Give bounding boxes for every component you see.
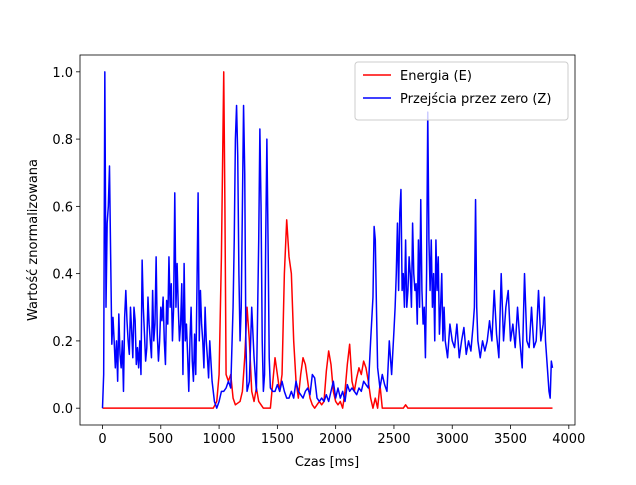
x-tick-label: 0 xyxy=(98,432,106,447)
y-tick-label: 0.6 xyxy=(52,200,73,215)
legend-box xyxy=(354,61,569,121)
x-tick-label: 3000 xyxy=(436,432,469,447)
y-tick-label: 0.0 xyxy=(52,402,73,417)
y-tick-label: 1.0 xyxy=(52,66,73,81)
line-series xyxy=(102,71,553,409)
legend-label: Energia (E) xyxy=(400,69,472,84)
x-tick-label: 1000 xyxy=(203,432,236,447)
y-tick-label: 0.4 xyxy=(52,268,73,283)
y-axis-label: Wartość znormalizowana xyxy=(26,159,41,321)
plot-frame xyxy=(79,54,576,426)
x-tick-label: 4000 xyxy=(552,432,585,447)
x-tick-label: 3500 xyxy=(494,432,527,447)
y-tick-label: 0.2 xyxy=(52,335,73,350)
x-axis-label: Czas [ms] xyxy=(295,455,359,470)
legend: Energia (E) Przejścia przez zero (Z) xyxy=(354,61,569,121)
legend-label: Przejścia przez zero (Z) xyxy=(400,92,551,107)
x-tick-label: 2000 xyxy=(319,432,352,447)
y-tick-label: 0.8 xyxy=(52,133,73,148)
x-tick-label: 1500 xyxy=(261,432,294,447)
x-tick-label: 500 xyxy=(148,432,173,447)
x-tick-label: 2500 xyxy=(377,432,410,447)
line-series xyxy=(101,71,554,409)
